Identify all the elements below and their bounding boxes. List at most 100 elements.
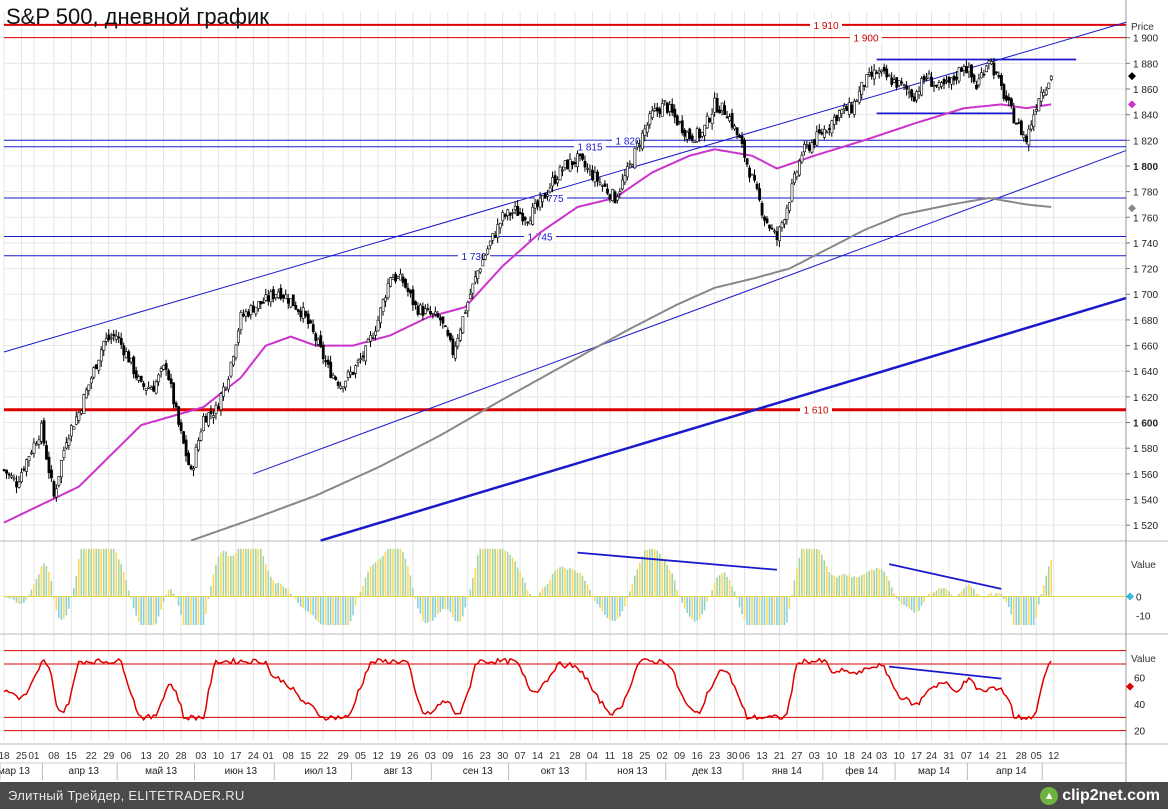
x-day-label: 03: [425, 751, 437, 762]
candle-body: [399, 273, 402, 281]
candle-body: [645, 124, 649, 133]
candle-body: [593, 171, 597, 183]
x-day-label: 07: [515, 751, 527, 762]
x-day-label: 24: [926, 751, 938, 762]
candle-body: [411, 289, 415, 306]
candle-body: [950, 77, 953, 85]
x-day-label: 24: [861, 751, 873, 762]
candle-body: [157, 374, 161, 383]
candle-body: [613, 191, 617, 204]
clip2net-logo: ▲ clip2net.com: [1040, 786, 1160, 805]
candle-body: [15, 481, 18, 488]
candle-body: [463, 312, 467, 314]
level-label-bg: [850, 31, 882, 43]
x-day-label: 19: [390, 751, 402, 762]
x-day-label: 25: [639, 751, 651, 762]
chart-area: 1 910 1 900 1 820 1 815 1 775 1 745 1 730 1 610…: [0, 0, 1168, 782]
x-day-label: 08: [48, 751, 60, 762]
candle-body: [421, 306, 425, 316]
candle-body: [50, 469, 53, 479]
x-day-label: 13: [141, 751, 153, 762]
candle-body: [621, 179, 624, 190]
candle-body: [242, 313, 245, 317]
candle-body: [927, 73, 931, 79]
candle-body: [518, 211, 522, 215]
candle-body: [247, 311, 250, 317]
candle-body: [573, 162, 577, 165]
candle-body: [32, 442, 36, 454]
candle-body: [678, 121, 682, 123]
candle-body: [27, 456, 31, 462]
candle-body: [640, 132, 644, 150]
x-day-label: 17: [230, 751, 242, 762]
candle-body: [623, 175, 627, 183]
candle-body: [566, 159, 569, 170]
x-day-label: 01: [28, 751, 40, 762]
candle-body: [516, 205, 520, 216]
candle-body: [167, 370, 171, 381]
candle-body: [1024, 135, 1028, 142]
candle-body: [603, 183, 607, 187]
candle-body: [217, 406, 220, 409]
candle-body: [658, 108, 662, 115]
candle-body: [429, 311, 432, 315]
channel-upper: [3, 21, 1127, 353]
rsi-tick-label: 60: [1134, 673, 1146, 684]
candle-body: [653, 108, 657, 111]
rsi-marker: [1126, 682, 1134, 691]
candle-body: [291, 294, 295, 307]
candle-body: [314, 333, 318, 341]
price-axis-title: Price: [1131, 22, 1154, 33]
rsi-panel: 60 40 20: [3, 650, 1146, 738]
x-day-label: 30: [726, 751, 738, 762]
candle-body: [416, 305, 420, 315]
candle-body: [324, 360, 328, 363]
candle-body: [70, 425, 73, 437]
candle-body: [513, 206, 517, 210]
candle-body: [361, 355, 365, 358]
candle-body: [837, 110, 841, 118]
candle-body: [990, 61, 993, 65]
candle-body: [276, 291, 280, 298]
candle-body: [491, 233, 495, 241]
x-month-label: дек 13: [692, 766, 722, 777]
candle-body: [955, 76, 958, 80]
x-day-label: 28: [569, 751, 581, 762]
candle-body: [830, 120, 834, 134]
candle-body: [47, 456, 51, 473]
candle-body: [1049, 75, 1053, 80]
rsi-axis-title: Value: [1131, 654, 1156, 665]
candle-body: [172, 382, 176, 405]
candle-body: [20, 472, 23, 482]
x-day-label: 22: [86, 751, 98, 762]
candle-body: [252, 305, 255, 313]
candle-body: [129, 357, 133, 363]
candle-body: [134, 370, 138, 379]
candle-body: [606, 188, 609, 194]
oscillator-divergence-line: [577, 551, 778, 571]
candle-body: [266, 295, 270, 302]
x-day-label: 02: [657, 751, 669, 762]
candle-body: [798, 160, 801, 176]
candle-body: [952, 75, 956, 81]
candle-body: [967, 66, 971, 73]
candle-body: [281, 295, 285, 299]
candle-body: [880, 69, 884, 73]
candle-body: [680, 120, 684, 134]
candle-body: [164, 363, 168, 370]
candle-body: [144, 388, 148, 391]
candle-body: [169, 378, 173, 384]
x-month-label: сен 13: [463, 766, 493, 777]
candle-body: [461, 316, 465, 334]
oscillator-tick-label: 0: [1136, 592, 1142, 603]
candle-body: [638, 144, 642, 147]
x-day-label: 11: [605, 751, 616, 762]
candle-body: [932, 85, 936, 87]
candle-body: [159, 368, 163, 372]
candle-body: [992, 62, 996, 76]
candle-body: [396, 276, 400, 279]
candle-body: [35, 443, 38, 446]
level-label: 1 610: [803, 406, 828, 417]
candle-body: [832, 116, 836, 125]
level-label: 1 910: [813, 21, 838, 32]
